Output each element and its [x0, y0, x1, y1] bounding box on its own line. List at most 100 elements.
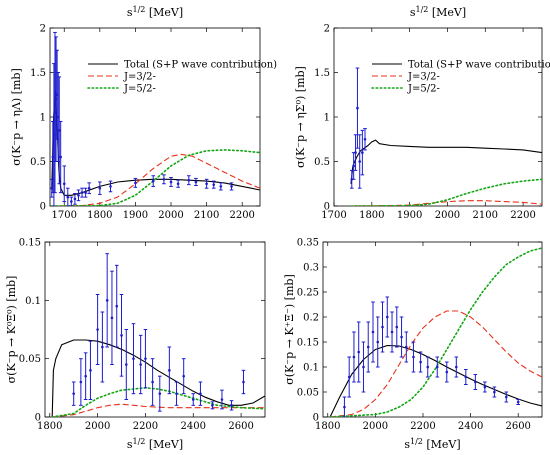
- y-tick-label: 0: [35, 413, 41, 424]
- y-tick-label: 2: [324, 24, 330, 35]
- data-point: [347, 375, 351, 379]
- data-point: [139, 363, 142, 366]
- y-tick-label: 1: [40, 113, 46, 124]
- legend-label: J=3/2-: [407, 72, 440, 83]
- data-point: [132, 357, 135, 360]
- data-point: [483, 385, 487, 389]
- x-tick-label: 1800: [359, 210, 384, 221]
- data-point: [455, 365, 458, 369]
- plot-frame: [333, 27, 543, 207]
- data-point: [87, 186, 91, 190]
- data-point: [105, 299, 109, 302]
- data-point: [168, 369, 171, 372]
- curves: [349, 67, 542, 206]
- data-point: [474, 380, 477, 384]
- legend: Total (S+P wave contribution)J=3/2-J=5/2…: [87, 60, 277, 95]
- y-tick-label: 1.5: [30, 68, 46, 79]
- data-point: [371, 330, 375, 334]
- data-point: [357, 350, 361, 354]
- series-total-line: [350, 139, 542, 184]
- chart-eta-sigma: 1700 1800 1900 2000 2100 2200 0 0.5 1 1.5 2 s1/2 [M…: [294, 5, 550, 222]
- y-axis-label: σ(K⁻p → K⁰Ξ⁰) [mb]: [5, 276, 18, 384]
- x-tick-label: 2200: [133, 421, 158, 432]
- x-tick-label: 2200: [510, 210, 535, 221]
- data-point: [350, 178, 354, 181]
- data-point: [504, 395, 508, 399]
- data-point: [376, 340, 380, 344]
- data-point: [381, 325, 384, 329]
- data-point: [516, 400, 520, 404]
- y-tick-label: 0.25: [297, 288, 319, 299]
- data-point: [212, 183, 216, 186]
- data-point: [358, 160, 362, 163]
- data-point: [84, 191, 87, 194]
- data-point: [211, 404, 214, 407]
- data-point: [405, 345, 408, 349]
- data-point: [109, 185, 112, 188]
- data-point: [352, 355, 356, 359]
- x-tick-label: 1800: [315, 421, 340, 432]
- data-point: [110, 316, 114, 320]
- y-tick-label: 0: [313, 413, 319, 424]
- data-point: [120, 334, 123, 337]
- data-point: [400, 335, 403, 339]
- x-tick-label: 2000: [363, 421, 388, 432]
- x-tick-label: 1800: [87, 210, 112, 221]
- x-tick-label: 2000: [435, 210, 460, 221]
- data-point: [361, 151, 364, 154]
- x-tick-label: 2200: [410, 421, 435, 432]
- y-tick-label: 0.2: [303, 313, 319, 324]
- x-tick-label: 2100: [194, 210, 219, 221]
- y-tick-label: 0.1: [303, 363, 319, 374]
- curves: [51, 253, 265, 417]
- data-point: [426, 365, 430, 369]
- plot-frame: [44, 241, 266, 418]
- top-axis-label: s1/2 [MeV]: [127, 5, 183, 20]
- y-tick-label: 0.5: [314, 157, 330, 168]
- data-point: [187, 178, 191, 182]
- x-tick-label: 2000: [85, 421, 110, 432]
- data-point: [182, 374, 185, 378]
- y-tick-label: 0.5: [30, 157, 46, 168]
- data-point: [412, 355, 415, 359]
- data-point: [362, 365, 365, 369]
- y-tick-label: 2: [40, 24, 46, 35]
- x-tick-label: 2600: [228, 421, 253, 432]
- series-j5-2-line: [329, 247, 542, 417]
- legend: Total (S+P wave contribution)J=3/2-J=5/2…: [371, 60, 550, 95]
- data-point: [151, 380, 154, 384]
- data-point: [72, 392, 75, 395]
- data-point: [175, 392, 178, 395]
- data-point: [199, 392, 202, 395]
- series-j5-2-line: [51, 149, 260, 206]
- y-tick-label: 0.35: [297, 238, 319, 249]
- data-point: [98, 186, 102, 190]
- chart-k0-xi-minus: 1800 2000 2200 2400 2600 0 0.05 0.1 0.15 s1/2 [Me…: [5, 238, 266, 451]
- data-point: [158, 392, 162, 395]
- y-tick-label: 0.1: [25, 296, 41, 307]
- series-total-line: [51, 339, 265, 417]
- data-point: [219, 185, 223, 188]
- legend-label: J=5/2-: [407, 84, 440, 95]
- y-tick-label: 0.15: [19, 238, 41, 249]
- data-point: [62, 182, 66, 186]
- data-point: [96, 328, 99, 331]
- data-point: [395, 325, 399, 329]
- series-j5-2-line: [350, 178, 542, 206]
- x-tick-label: 1900: [123, 210, 148, 221]
- data-point: [134, 181, 137, 185]
- chart-kplus-xi-minus: 1800 2000 2200 2400 2600 0 0.05 0.1 0.15 0.2 0.25 0…: [283, 238, 543, 451]
- legend-label: J=5/2-: [123, 84, 156, 95]
- x-tick-label: 2000: [158, 210, 183, 221]
- data-point: [77, 194, 80, 197]
- data-point: [354, 151, 357, 154]
- curves: [50, 31, 260, 206]
- data-point: [385, 315, 389, 319]
- data-point: [80, 191, 84, 194]
- data-point: [66, 195, 70, 199]
- y-tick-label: 0: [324, 202, 330, 213]
- data-point: [493, 390, 496, 394]
- data-point: [79, 380, 83, 384]
- data-point: [70, 200, 73, 203]
